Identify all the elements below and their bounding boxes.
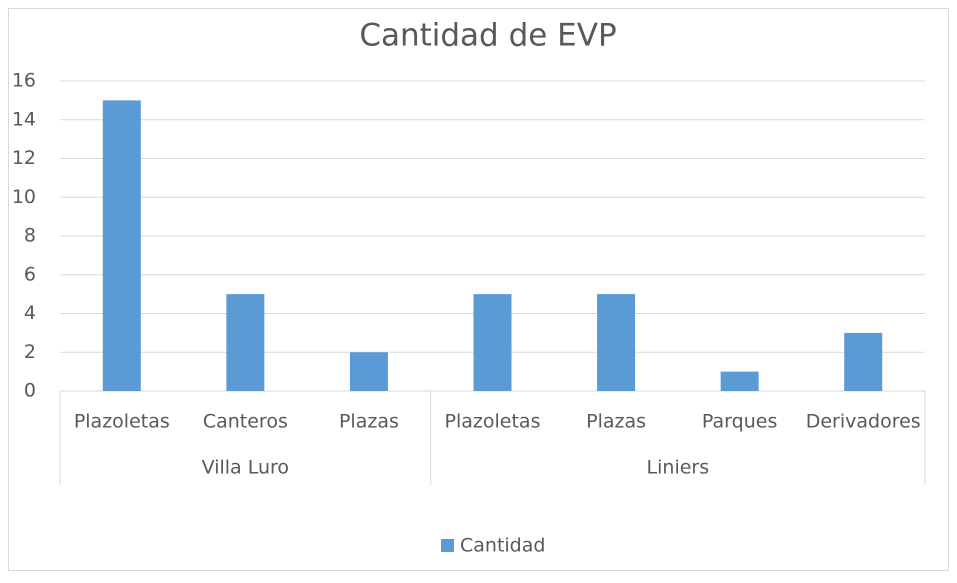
bar bbox=[844, 332, 883, 391]
x-tick-label: Plazas bbox=[586, 411, 646, 433]
bar bbox=[720, 371, 759, 391]
y-tick-label: 12 bbox=[12, 147, 36, 169]
x-tick-label: Parques bbox=[702, 411, 777, 433]
y-tick-label: 8 bbox=[24, 225, 36, 247]
bar bbox=[473, 294, 512, 391]
y-tick-label: 0 bbox=[24, 380, 36, 402]
y-tick-label: 14 bbox=[12, 108, 36, 130]
x-tick-label: Plazoletas bbox=[445, 411, 541, 433]
y-tick-label: 16 bbox=[12, 70, 36, 92]
y-tick-label: 10 bbox=[12, 186, 36, 208]
bar bbox=[349, 352, 388, 391]
y-tick-label: 4 bbox=[24, 302, 36, 324]
x-tick-label: Derivadores bbox=[806, 411, 921, 433]
chart-border bbox=[8, 8, 949, 571]
bar bbox=[102, 100, 141, 391]
y-tick-label: 6 bbox=[24, 263, 36, 285]
group-label: Villa Luro bbox=[202, 457, 289, 479]
legend-swatch bbox=[441, 539, 454, 552]
chart-title: Cantidad de EVP bbox=[359, 18, 616, 54]
x-tick-label: Plazoletas bbox=[74, 411, 170, 433]
group-label: Liniers bbox=[647, 457, 710, 479]
bar bbox=[226, 294, 265, 391]
x-tick-label: Plazas bbox=[339, 411, 399, 433]
x-tick-label: Canteros bbox=[203, 411, 288, 433]
y-tick-label: 2 bbox=[24, 341, 36, 363]
bar bbox=[597, 294, 636, 391]
legend-label: Cantidad bbox=[460, 535, 545, 557]
